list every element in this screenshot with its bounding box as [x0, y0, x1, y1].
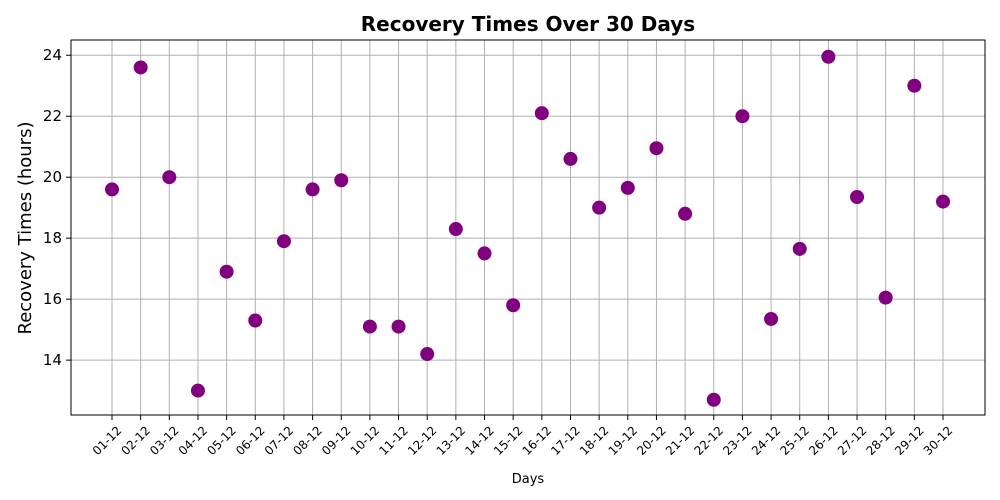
x-tick-label: 02-12: [118, 423, 153, 458]
x-tick-label: 12-12: [405, 423, 440, 458]
data-point: [764, 311, 779, 326]
y-axis-ticks: 14 16 18 20 22 24: [43, 46, 71, 369]
x-tick-label: 28-12: [863, 423, 898, 458]
x-tick-label: 20-12: [634, 423, 669, 458]
x-tick-label: 06-12: [233, 423, 268, 458]
x-tick-label: 19-12: [606, 423, 641, 458]
data-point: [162, 170, 177, 185]
data-point: [563, 151, 578, 166]
x-tick-label: 21-12: [663, 423, 698, 458]
x-tick-label: 05-12: [204, 423, 239, 458]
data-point: [477, 246, 492, 261]
x-axis-ticks: 01-1202-1203-1204-1205-1206-1207-1208-12…: [90, 415, 956, 458]
data-point: [534, 106, 549, 121]
y-tick-label: 20: [43, 168, 62, 186]
data-point: [592, 200, 607, 215]
data-point: [821, 49, 836, 64]
x-axis-label: Days: [512, 472, 545, 487]
x-tick-label: 14-12: [462, 423, 497, 458]
grid-lines: [71, 40, 985, 415]
data-point: [105, 182, 119, 197]
x-tick-label: 23-12: [720, 423, 755, 458]
x-tick-label: 25-12: [778, 423, 813, 458]
data-point: [735, 109, 750, 124]
x-tick-label: 07-12: [262, 423, 297, 458]
data-point: [936, 194, 950, 209]
x-tick-label: 29-12: [892, 423, 927, 458]
data-point: [276, 234, 291, 249]
data-point: [907, 78, 922, 93]
x-tick-label: 17-12: [548, 423, 583, 458]
y-tick-label: 22: [43, 107, 62, 125]
data-point: [334, 173, 349, 188]
plot-frame: [70, 39, 986, 416]
x-tick-label: 13-12: [434, 423, 469, 458]
x-tick-label: 09-12: [319, 423, 354, 458]
data-point: [678, 206, 693, 221]
x-tick-label: 03-12: [147, 423, 182, 458]
y-tick-label: 24: [43, 46, 62, 64]
x-tick-label: 16-12: [520, 423, 555, 458]
data-point: [792, 241, 807, 256]
y-axis-label: Recovery Times (hours): [15, 122, 36, 335]
x-tick-label: 22-12: [692, 423, 727, 458]
x-tick-label: 30-12: [921, 423, 956, 458]
y-tick-label: 16: [43, 290, 62, 308]
x-tick-label: 15-12: [491, 423, 526, 458]
x-tick-label: 27-12: [835, 423, 870, 458]
x-tick-label: 04-12: [176, 423, 211, 458]
data-point: [420, 347, 435, 362]
data-point: [448, 222, 463, 237]
data-points: [105, 49, 950, 407]
data-point: [190, 383, 205, 398]
chart-title: Recovery Times Over 30 Days: [361, 12, 695, 36]
x-tick-label: 08-12: [290, 423, 325, 458]
data-point: [850, 190, 865, 205]
x-tick-label: 01-12: [90, 423, 125, 458]
data-point: [878, 290, 893, 305]
data-point: [391, 319, 406, 334]
data-point: [305, 182, 320, 197]
data-point: [362, 319, 377, 334]
data-point: [706, 392, 721, 407]
data-point: [620, 180, 635, 195]
data-point: [219, 264, 234, 279]
data-point: [248, 313, 263, 328]
x-tick-label: 18-12: [577, 423, 612, 458]
data-point: [133, 60, 148, 75]
y-tick-label: 14: [43, 351, 62, 369]
x-tick-label: 10-12: [348, 423, 383, 458]
data-point: [506, 298, 521, 313]
x-tick-label: 24-12: [749, 423, 784, 458]
data-point: [649, 141, 664, 156]
x-tick-label: 11-12: [376, 423, 411, 458]
y-tick-label: 18: [43, 229, 62, 247]
x-tick-label: 26-12: [806, 423, 841, 458]
